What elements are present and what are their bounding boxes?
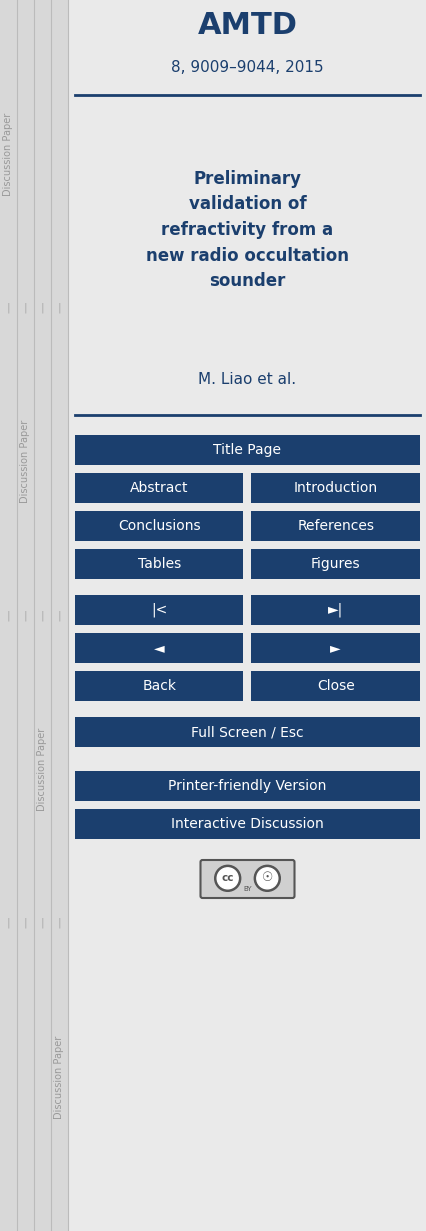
Text: Discussion Paper: Discussion Paper	[3, 112, 14, 196]
FancyBboxPatch shape	[75, 671, 243, 700]
Text: AMTD: AMTD	[197, 11, 297, 39]
Circle shape	[217, 868, 238, 889]
Text: |: |	[23, 303, 27, 313]
FancyBboxPatch shape	[75, 633, 243, 664]
FancyBboxPatch shape	[75, 595, 243, 625]
Text: Full Screen / Esc: Full Screen / Esc	[191, 725, 303, 739]
Bar	[0, 0, 68, 1231]
FancyBboxPatch shape	[75, 473, 243, 503]
Text: |: |	[58, 611, 61, 620]
Text: Title Page: Title Page	[213, 443, 281, 457]
Text: Preliminary
validation of
refractivity from a
new radio occultation
sounder: Preliminary validation of refractivity f…	[146, 170, 348, 291]
Text: ►|: ►|	[327, 603, 343, 617]
Text: |: |	[40, 303, 44, 313]
Text: |: |	[7, 918, 10, 928]
Text: |: |	[40, 611, 44, 620]
Text: ►: ►	[330, 641, 340, 655]
Text: Close: Close	[316, 680, 354, 693]
Text: Introduction: Introduction	[293, 481, 377, 495]
Text: |: |	[7, 611, 10, 620]
FancyBboxPatch shape	[75, 549, 243, 579]
Text: |: |	[58, 303, 61, 313]
Text: Printer-friendly Version: Printer-friendly Version	[168, 779, 326, 793]
FancyBboxPatch shape	[251, 511, 419, 540]
FancyBboxPatch shape	[251, 671, 419, 700]
FancyBboxPatch shape	[251, 473, 419, 503]
FancyBboxPatch shape	[200, 860, 294, 897]
Circle shape	[256, 868, 277, 889]
FancyBboxPatch shape	[75, 771, 419, 801]
FancyBboxPatch shape	[75, 809, 419, 840]
Text: Discussion Paper: Discussion Paper	[37, 728, 47, 811]
Text: |: |	[58, 918, 61, 928]
Text: BY: BY	[243, 886, 251, 892]
Text: 8, 9009–9044, 2015: 8, 9009–9044, 2015	[171, 60, 323, 75]
FancyBboxPatch shape	[251, 595, 419, 625]
Text: |: |	[23, 611, 27, 620]
Text: Interactive Discussion: Interactive Discussion	[171, 817, 323, 831]
Text: Abstract: Abstract	[130, 481, 188, 495]
FancyBboxPatch shape	[75, 435, 419, 465]
Text: M. Liao et al.: M. Liao et al.	[198, 373, 296, 388]
Text: References: References	[296, 519, 373, 533]
FancyBboxPatch shape	[251, 549, 419, 579]
Text: Tables: Tables	[137, 556, 181, 571]
Text: cc: cc	[221, 873, 233, 884]
Text: Figures: Figures	[310, 556, 360, 571]
FancyBboxPatch shape	[251, 633, 419, 664]
Text: |: |	[23, 918, 27, 928]
Circle shape	[214, 865, 240, 891]
Text: |: |	[7, 303, 10, 313]
Text: ☉: ☉	[261, 870, 272, 884]
FancyBboxPatch shape	[75, 716, 419, 747]
Text: Discussion Paper: Discussion Paper	[20, 420, 30, 503]
Text: Discussion Paper: Discussion Paper	[55, 1035, 64, 1119]
FancyBboxPatch shape	[75, 511, 243, 540]
Text: |<: |<	[151, 603, 167, 617]
Text: Conclusions: Conclusions	[118, 519, 200, 533]
Text: |: |	[40, 918, 44, 928]
Text: ◄: ◄	[154, 641, 164, 655]
Text: Back: Back	[142, 680, 176, 693]
Circle shape	[254, 865, 279, 891]
